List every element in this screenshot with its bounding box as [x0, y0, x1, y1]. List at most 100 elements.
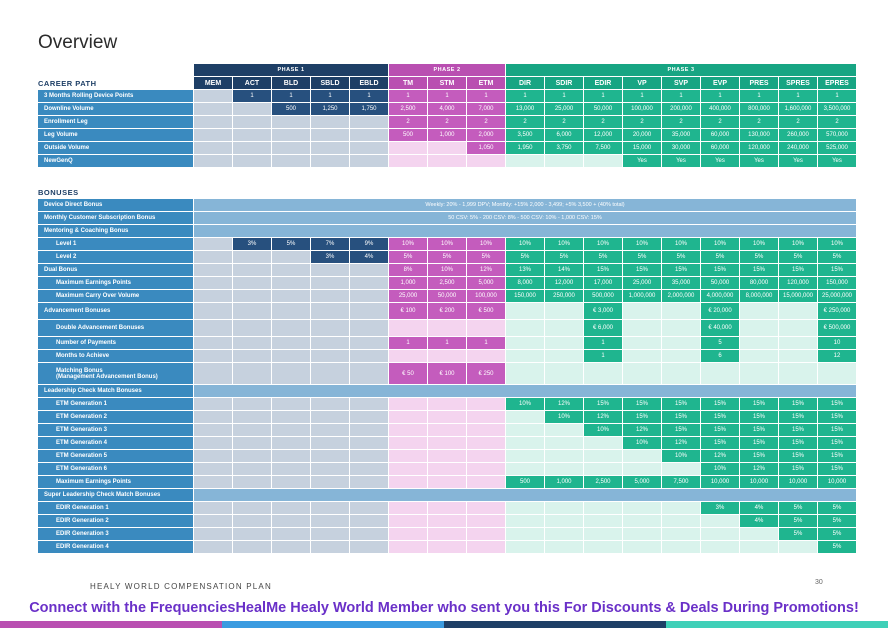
table-cell: 17,000 [584, 277, 622, 289]
table-cell [506, 450, 544, 462]
table-cell: 4,000 [428, 103, 466, 115]
table-cell [272, 290, 310, 302]
table-cell [272, 142, 310, 154]
rank-header: EPRES [818, 77, 856, 89]
row-label: Months to Achieve [38, 350, 193, 362]
table-cell [428, 515, 466, 527]
table-cell [506, 350, 544, 362]
table-cell [428, 142, 466, 154]
table-cell [389, 502, 427, 514]
table-cell [350, 303, 388, 319]
table-cell: 15% [701, 398, 739, 410]
table-cell: 7,500 [662, 476, 700, 488]
table-cell [623, 528, 661, 540]
table-cell: 2,500 [428, 277, 466, 289]
table-cell [233, 303, 271, 319]
row-label-text: ETM Generation 2 [56, 414, 108, 420]
table-cell: 15% [818, 437, 856, 449]
rank-row: CAREER PATH MEM ACT BLD SBLD EBLD TM STM ETM DIR S… [38, 77, 856, 89]
table-cell [194, 116, 232, 128]
table-cell [350, 337, 388, 349]
table-cell [233, 363, 271, 384]
table-cell [194, 290, 232, 302]
table-cell [506, 437, 544, 449]
table-cell: 30,000 [662, 142, 700, 154]
full-width-cell: Weekly: 20% - 1,999 DPV; Monthly: +15% 2… [194, 199, 856, 211]
promo-banner[interactable]: Connect with the FrequenciesHealMe Healy… [29, 600, 859, 616]
row-label-text: ETM Generation 4 [56, 440, 108, 446]
table-cell: € 200 [428, 303, 466, 319]
table-cell [662, 528, 700, 540]
table-cell [233, 398, 271, 410]
table-cell: 35,000 [662, 277, 700, 289]
table-cell: 25,000 [623, 277, 661, 289]
table-cell: 2 [818, 116, 856, 128]
table-cell [506, 515, 544, 527]
row-label: Maximum Earnings Points [38, 476, 193, 488]
section-fill [194, 225, 856, 237]
table-cell [701, 515, 739, 527]
table-cell [467, 350, 505, 362]
table-cell: 500,000 [584, 290, 622, 302]
table-cell: 10% [623, 437, 661, 449]
table-cell [350, 398, 388, 410]
table-cell: € 50 [389, 363, 427, 384]
table-cell: 80,000 [740, 277, 778, 289]
section-label: Mentoring & Coaching Bonus [38, 225, 193, 237]
footer-title: HEALY WORLD COMPENSATION PLAN [90, 582, 272, 591]
table-row: 3 Months Rolling Device Points 1 1 1 1 1 1 1 1 1 1… [38, 90, 856, 102]
table-cell [272, 129, 310, 141]
table-cell [272, 528, 310, 540]
table-row: EDIR Generation 4 5% [38, 541, 856, 553]
table-cell: 2,000,000 [662, 290, 700, 302]
color-bar-blue [222, 621, 444, 628]
table-cell: 10% [584, 424, 622, 436]
table-cell [623, 541, 661, 553]
table-row: ETM Generation 3 10% 12% 15% 15% 15% 15% 15% [38, 424, 856, 436]
table-cell [545, 463, 583, 475]
table-cell: 60,000 [701, 142, 739, 154]
table-cell: 12 [818, 350, 856, 362]
table-cell [662, 541, 700, 553]
table-cell [389, 515, 427, 527]
table-cell [272, 463, 310, 475]
table-cell [194, 129, 232, 141]
row-label: EDIR Generation 2 [38, 515, 193, 527]
table-cell: 1 [428, 90, 466, 102]
table-cell: € 20,000 [701, 303, 739, 319]
table-cell: 525,000 [818, 142, 856, 154]
table-cell [740, 528, 778, 540]
table-cell [194, 90, 232, 102]
row-label-text: EDIR Generation 3 [56, 531, 109, 537]
table-cell [701, 541, 739, 553]
color-bar-pink [0, 621, 222, 628]
table-cell: 35,000 [662, 129, 700, 141]
table-cell: 15% [740, 424, 778, 436]
row-label: ETM Generation 1 [38, 398, 193, 410]
section-fill [194, 385, 856, 397]
table-cell [467, 463, 505, 475]
table-row: ETM Generation 5 10% 12% 15% 15% 15% [38, 450, 856, 462]
rank-header: EVP [701, 77, 739, 89]
row-label-text: Maximum Earnings Points [56, 479, 132, 485]
table-cell [779, 303, 817, 319]
table-cell [194, 463, 232, 475]
table-cell: 5% [779, 528, 817, 540]
table-cell: 1 [740, 90, 778, 102]
table-cell [233, 515, 271, 527]
table-cell [350, 350, 388, 362]
table-cell: 15% [818, 264, 856, 276]
row-label-text: Number of Payments [56, 340, 117, 346]
table-cell [311, 155, 349, 167]
table-cell [350, 437, 388, 449]
row-label-text: Maximum Earnings Points [56, 280, 132, 286]
table-cell [584, 450, 622, 462]
table-cell [194, 541, 232, 553]
row-label: Dual Bonus [38, 264, 193, 276]
spacer [38, 177, 856, 185]
table-row: ETM Generation 4 10% 12% 15% 15% 15% 15% [38, 437, 856, 449]
table-cell [467, 476, 505, 488]
table-cell: 400,000 [701, 103, 739, 115]
row-label: Double Advancement Bonuses [38, 320, 193, 336]
table-cell [233, 437, 271, 449]
